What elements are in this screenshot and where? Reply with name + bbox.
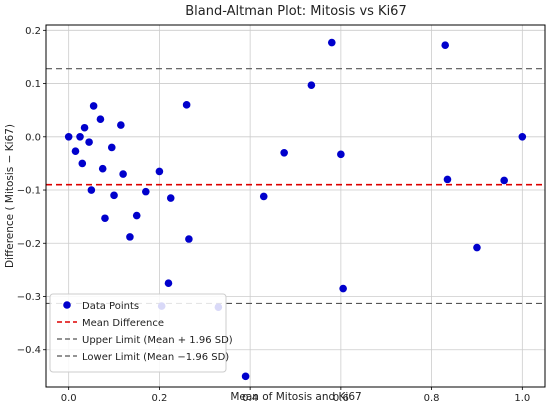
data-point [337,150,345,159]
x-tick-label: 0.2 [151,393,167,404]
data-point [76,132,84,141]
data-point [132,211,141,220]
data-point [78,159,87,168]
grid-layer [46,25,545,387]
legend-label-upper-limit: Upper Limit (Mean + 1.96 SD) [82,335,233,346]
legend-box [49,293,227,373]
x-tick-label: 0.4 [242,393,258,404]
data-point [126,233,134,241]
data-point [339,284,347,293]
x-tick-label: 0.8 [424,393,440,404]
data-point [441,41,450,50]
data-point [89,102,98,110]
data-point [85,138,93,146]
x-tick-label: 1.0 [514,393,530,404]
legend-label-data-points: Data Points [82,301,139,312]
y-tick-label: 0.1 [25,79,41,90]
data-point [96,115,105,124]
y-tick-label: −0.2 [17,239,41,250]
x-tick-label: 0.0 [61,393,77,404]
y-axis-title: Difference ( Mitosis − Ki67) [4,124,16,268]
data-point [71,147,80,155]
data-point [185,235,193,243]
data-point [518,132,527,141]
plot-frame [45,24,546,388]
data-point [80,123,89,132]
y-tick-label: −0.3 [17,292,41,303]
y-tick-label: −0.1 [17,186,41,197]
chart-title: Bland-Altman Plot: Mitosis vs Ki67 [185,4,406,19]
x-tick-labels: 0.0 0.2 0.4 0.6 0.8 1.0 [61,387,530,404]
data-point [107,143,116,152]
data-point [327,38,336,47]
legend: Data Points Mean Difference Upper Limit … [49,293,233,373]
data-point [259,192,268,201]
legend-label-lower-limit: Lower Limit (Mean −1.96 SD) [82,352,229,363]
data-point [119,170,127,178]
data-point [241,372,250,381]
y-tick-labels: −0.4 −0.3 −0.2 −0.1 0.0 0.1 0.2 [17,26,46,356]
y-tick-label: 0.0 [25,132,41,143]
data-point [142,187,150,196]
x-axis-title: Mean of Mitosis and Ki67 [230,391,361,403]
legend-label-mean-difference: Mean Difference [82,318,164,329]
data-point [117,121,125,129]
data-point [500,176,508,185]
data-point [110,191,118,200]
data-point [473,243,481,252]
data-point [164,279,173,287]
data-point [443,175,452,184]
x-tick-label: 0.6 [333,393,349,404]
y-tick-label: −0.4 [17,345,41,356]
reference-lines [46,68,545,304]
legend-marker-data-points [63,301,71,309]
data-point [64,132,73,141]
data-point [87,186,96,194]
data-point [280,148,288,157]
y-tick-label: 0.2 [25,26,41,37]
data-point [166,194,175,202]
data-point [182,101,191,109]
data-point [155,167,164,176]
data-point [101,214,109,223]
data-point [307,81,316,89]
data-point [98,164,107,173]
